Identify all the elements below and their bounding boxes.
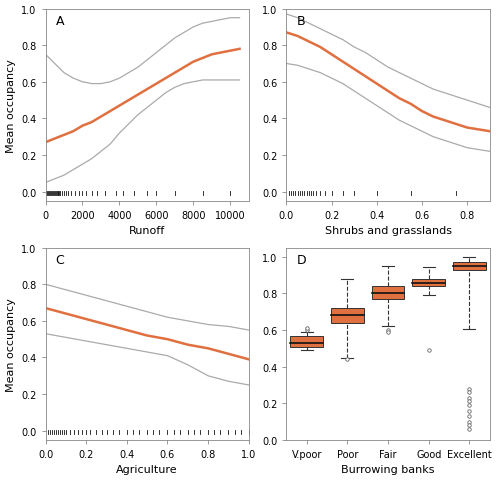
Text: A: A — [56, 15, 64, 28]
Bar — [372, 287, 404, 300]
X-axis label: Burrowing banks: Burrowing banks — [342, 465, 435, 474]
X-axis label: Runoff: Runoff — [129, 226, 166, 236]
X-axis label: Shrubs and grasslands: Shrubs and grasslands — [324, 226, 452, 236]
Bar — [412, 279, 445, 287]
Text: D: D — [296, 254, 306, 267]
Bar — [331, 309, 364, 323]
Bar — [453, 263, 486, 270]
Bar — [290, 337, 323, 347]
Y-axis label: Mean occupancy: Mean occupancy — [6, 59, 16, 152]
Y-axis label: Mean occupancy: Mean occupancy — [6, 297, 16, 391]
Text: B: B — [296, 15, 305, 28]
X-axis label: Agriculture: Agriculture — [116, 465, 178, 474]
Text: C: C — [56, 254, 64, 267]
